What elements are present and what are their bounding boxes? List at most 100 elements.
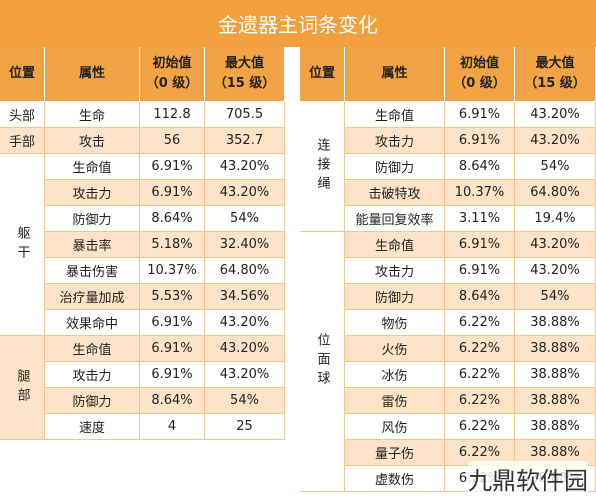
max-value: 38.88% xyxy=(515,362,596,388)
initial-value: 6.91% xyxy=(445,128,515,154)
header-initial: 初始值 （0 级） xyxy=(140,47,205,102)
max-value: 34.56% xyxy=(205,284,285,310)
attribute: 冰伤 xyxy=(345,362,445,388)
position: 躯干 xyxy=(0,154,45,336)
max-value: 43.20% xyxy=(515,232,596,258)
attribute: 防御力 xyxy=(345,154,445,180)
attribute: 生命值 xyxy=(345,102,445,128)
initial-value: 10.37% xyxy=(140,258,205,284)
initial-value: 3.11% xyxy=(445,206,515,232)
header-position: 位置 xyxy=(300,47,345,102)
position: 头部 xyxy=(0,102,45,128)
watermark: 九鼎软件园 xyxy=(468,461,588,496)
attribute: 生命 xyxy=(45,102,140,128)
max-value: 38.88% xyxy=(515,388,596,414)
max-value: 38.88% xyxy=(515,310,596,336)
initial-value: 6.22% xyxy=(445,414,515,440)
initial-value: 5.53% xyxy=(140,284,205,310)
max-value: 38.88% xyxy=(515,414,596,440)
initial-value: 6.91% xyxy=(445,232,515,258)
max-value: 54% xyxy=(515,154,596,180)
header-line: （0 级） xyxy=(145,76,199,91)
initial-value: 6.91% xyxy=(140,154,205,180)
max-value: 19.4% xyxy=(515,206,596,232)
initial-value: 6.22% xyxy=(445,362,515,388)
attribute: 火伤 xyxy=(345,336,445,362)
attribute: 攻击 xyxy=(45,128,140,154)
header-initial: 初始值 （0 级） xyxy=(445,47,515,102)
header-attribute: 属性 xyxy=(45,47,140,102)
initial-value: 6.91% xyxy=(140,336,205,362)
title: 金遗器主词条变化 xyxy=(0,0,596,47)
initial-value: 112.8 xyxy=(140,102,205,128)
max-value: 43.20% xyxy=(515,128,596,154)
max-value: 705.5 xyxy=(205,102,285,128)
attribute: 生命值 xyxy=(45,154,140,180)
max-value: 43.20% xyxy=(205,154,285,180)
initial-value: 4 xyxy=(140,414,205,440)
position: 连接绳 xyxy=(300,102,345,232)
max-value: 54% xyxy=(205,388,285,414)
attribute: 防御力 xyxy=(45,206,140,232)
attribute: 暴击伤害 xyxy=(45,258,140,284)
attribute: 攻击力 xyxy=(45,180,140,206)
attribute: 物伤 xyxy=(345,310,445,336)
max-value: 64.80% xyxy=(205,258,285,284)
max-value: 43.20% xyxy=(515,258,596,284)
attribute: 雷伤 xyxy=(345,388,445,414)
initial-value: 10.37% xyxy=(445,180,515,206)
attribute: 虚数伤 xyxy=(345,466,445,492)
initial-value: 6.91% xyxy=(140,180,205,206)
attribute: 量子伤 xyxy=(345,440,445,466)
attribute: 治疗量加成 xyxy=(45,284,140,310)
initial-value: 6.91% xyxy=(445,102,515,128)
attribute: 攻击力 xyxy=(45,362,140,388)
position: 位面球 xyxy=(300,232,345,492)
initial-value: 6.91% xyxy=(445,258,515,284)
header-line: 初始值 xyxy=(152,56,192,71)
max-value: 43.20% xyxy=(205,310,285,336)
header-line: （0 级） xyxy=(453,76,506,91)
header-line: 初始值 xyxy=(459,56,499,71)
attribute: 生命值 xyxy=(345,232,445,258)
initial-value: 6.22% xyxy=(445,336,515,362)
max-value: 54% xyxy=(515,284,596,310)
attribute: 速度 xyxy=(45,414,140,440)
attribute: 攻击力 xyxy=(345,258,445,284)
max-value: 43.20% xyxy=(205,336,285,362)
attribute: 风伤 xyxy=(345,414,445,440)
initial-value: 8.64% xyxy=(140,388,205,414)
initial-value: 6.91% xyxy=(140,310,205,336)
initial-value: 8.64% xyxy=(140,206,205,232)
max-value: 43.20% xyxy=(515,102,596,128)
header-line: 最大值 xyxy=(535,56,575,71)
header-max: 最大值 （15 级） xyxy=(515,47,596,102)
max-value: 54% xyxy=(205,206,285,232)
attribute: 防御力 xyxy=(45,388,140,414)
position: 手部 xyxy=(0,128,45,154)
max-value: 25 xyxy=(205,414,285,440)
initial-value: 6.22% xyxy=(445,388,515,414)
header-position: 位置 xyxy=(0,47,45,102)
attribute: 暴击率 xyxy=(45,232,140,258)
attribute: 生命值 xyxy=(45,336,140,362)
max-value: 38.88% xyxy=(515,336,596,362)
initial-value: 8.64% xyxy=(445,284,515,310)
attribute: 攻击力 xyxy=(345,128,445,154)
max-value: 32.40% xyxy=(205,232,285,258)
header-line: 最大值 xyxy=(224,56,264,71)
attribute: 效果命中 xyxy=(45,310,140,336)
header-attribute: 属性 xyxy=(345,47,445,102)
initial-value: 6.91% xyxy=(140,362,205,388)
header-max: 最大值 （15 级） xyxy=(205,47,285,102)
max-value: 43.20% xyxy=(205,180,285,206)
header-line: （15 级） xyxy=(213,76,276,91)
initial-value: 8.64% xyxy=(445,154,515,180)
max-value: 43.20% xyxy=(205,362,285,388)
initial-value: 6.22% xyxy=(445,310,515,336)
attribute: 能量回复效率 xyxy=(345,206,445,232)
attribute: 防御力 xyxy=(345,284,445,310)
initial-value: 5.18% xyxy=(140,232,205,258)
attribute: 击破特攻 xyxy=(345,180,445,206)
